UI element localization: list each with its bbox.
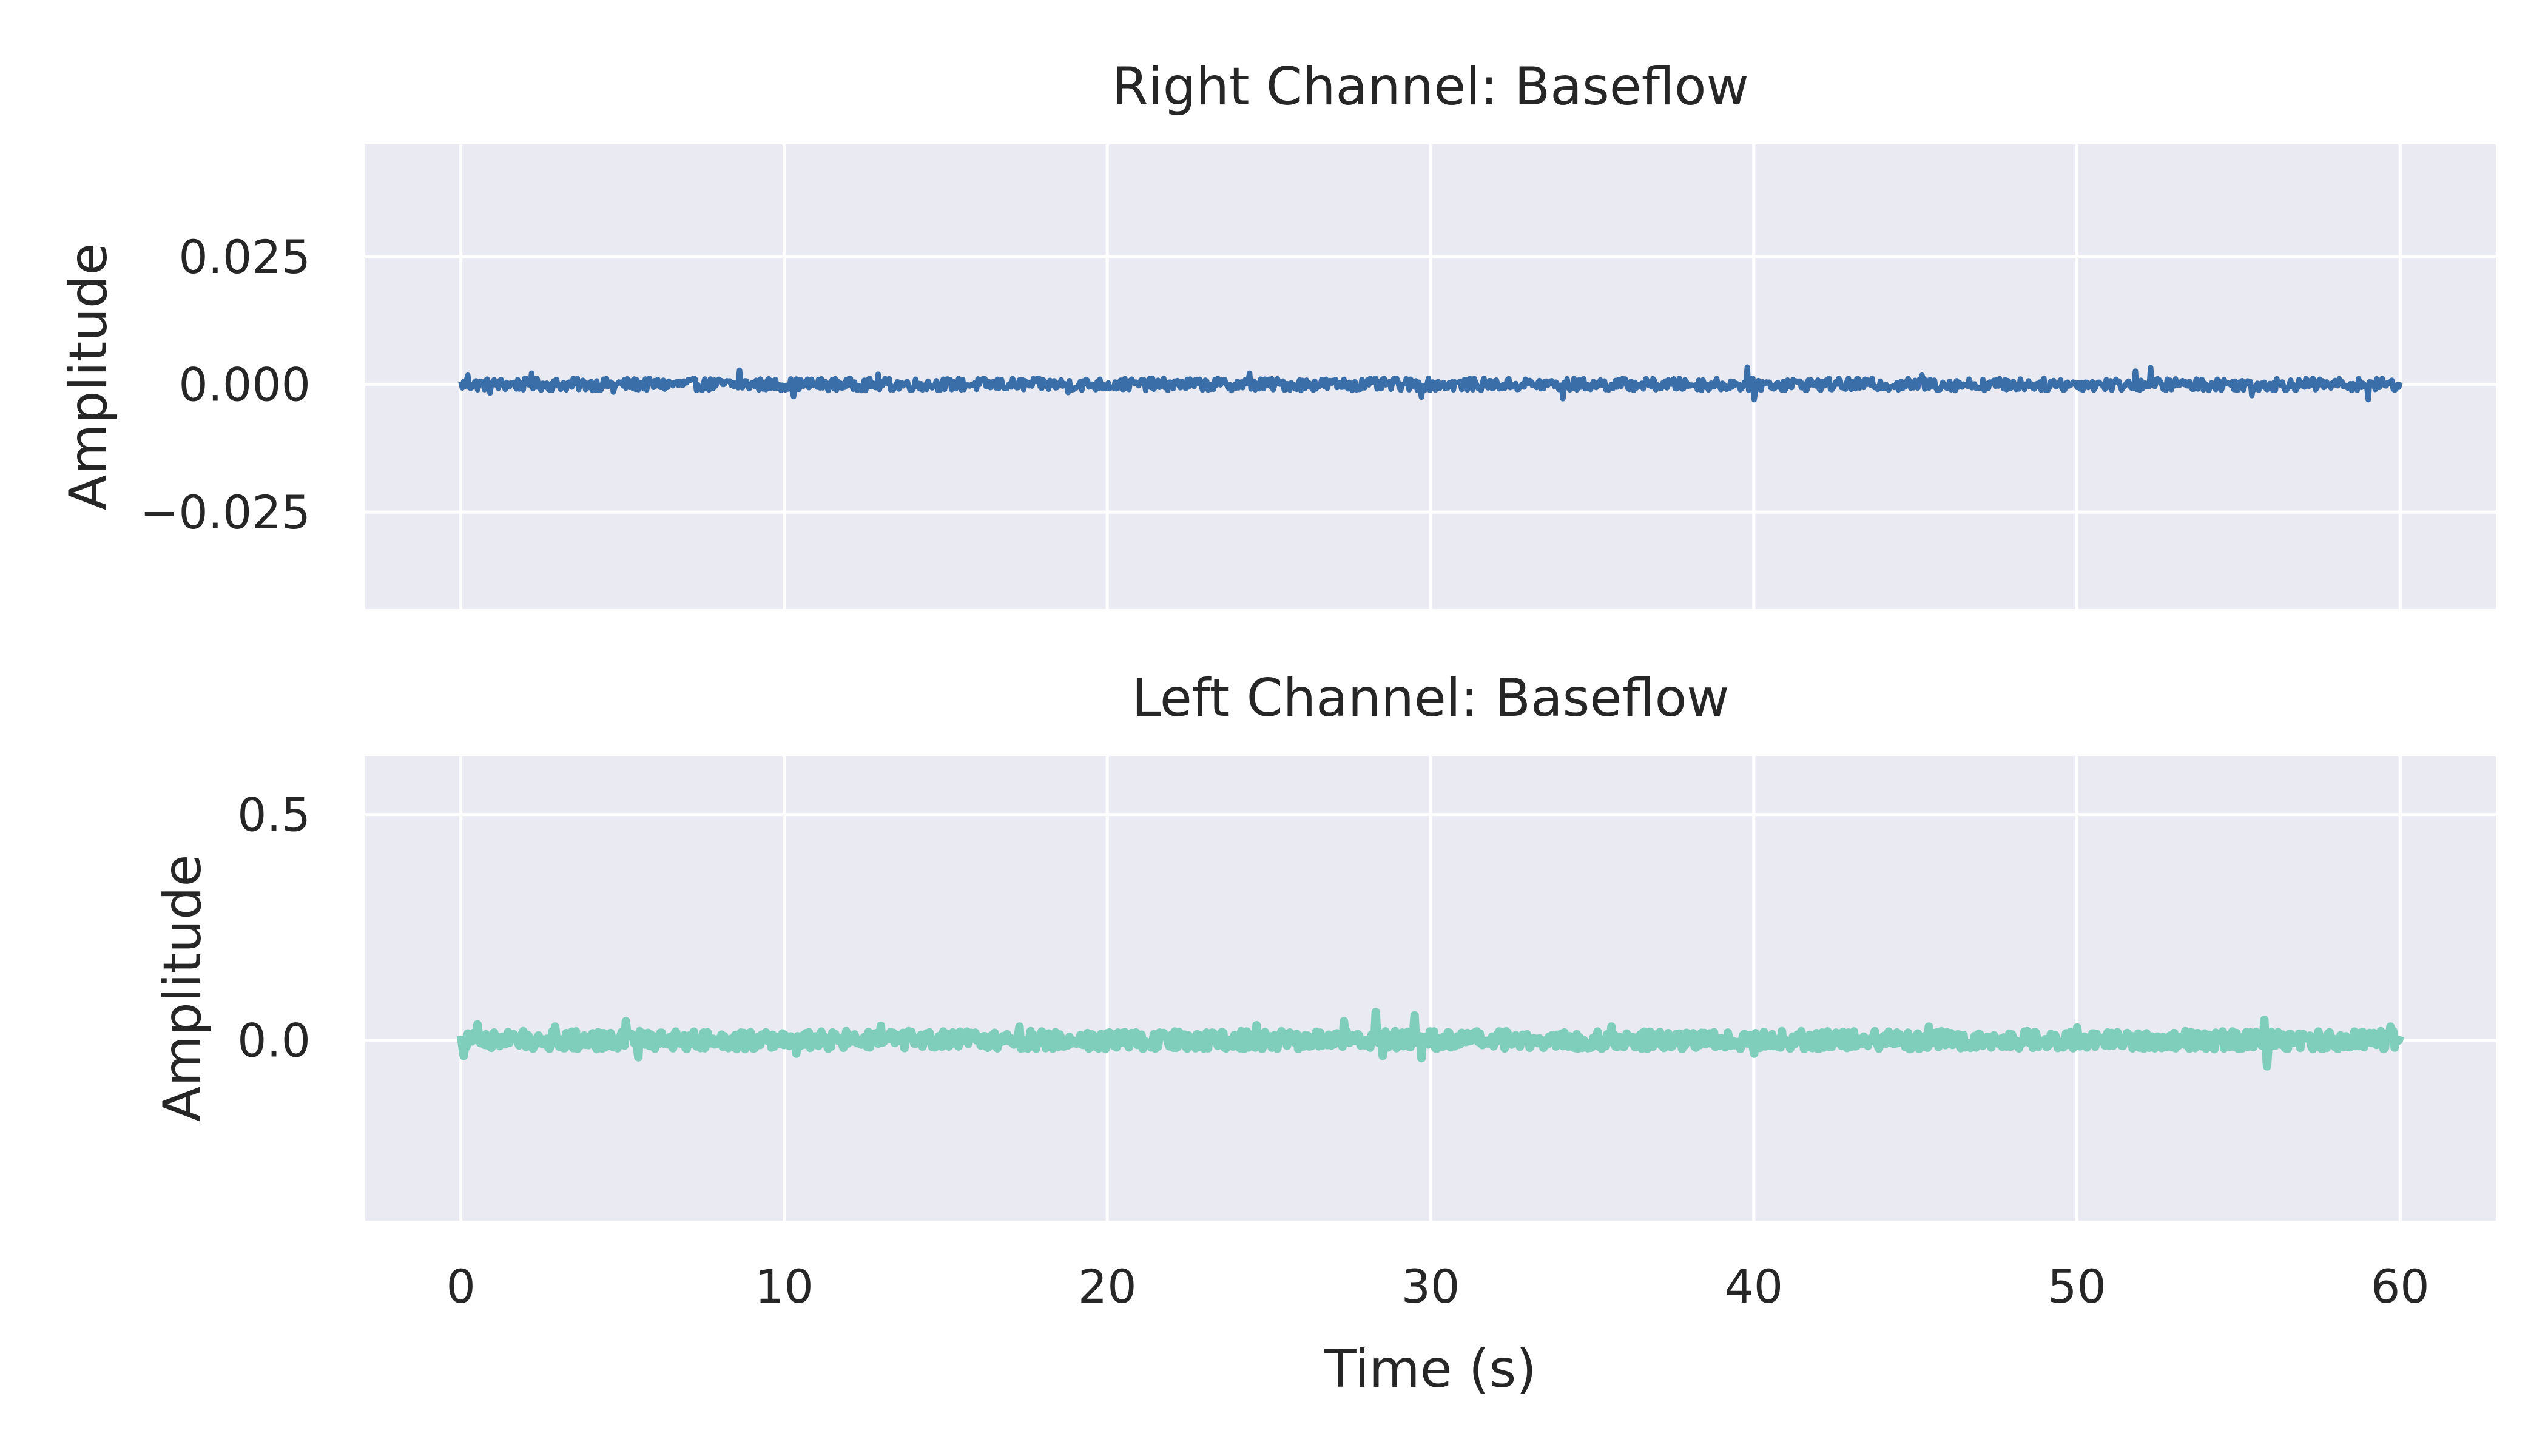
right-channel-signal-line [458,364,2403,403]
left-channel-panel: 0.0 0.5 0 10 20 30 40 50 60 Left Channel: Basef… [152,668,2496,1400]
right-channel-y-tick-label: 0.025 [178,230,311,284]
right-channel-y-ticks: −0.025 0.000 0.025 [140,230,311,539]
left-channel-y-tick-label: 0.5 [237,788,311,842]
x-tick-label: 20 [1078,1259,1137,1313]
x-tick-label: 10 [755,1259,814,1313]
x-tick-label: 50 [2048,1259,2106,1313]
right-channel-panel: −0.025 0.000 0.025 Right Channel: Baseflow… [58,56,2496,609]
x-tick-label: 40 [1724,1259,1783,1313]
right-channel-series [458,364,2403,403]
x-tick-label: 30 [1401,1259,1460,1313]
right-channel-y-axis-label: Amplitude [58,243,119,511]
x-tick-label: 0 [447,1259,476,1313]
left-channel-x-ticks: 0 10 20 30 40 50 60 [447,1259,2430,1313]
left-channel-signal-line [456,1008,2404,1071]
right-channel-y-tick-label: −0.025 [140,485,311,539]
left-channel-y-tick-label: 0.0 [237,1014,311,1068]
x-tick-label: 60 [2371,1259,2430,1313]
left-channel-series [456,1008,2404,1071]
x-axis-label: Time (s) [1324,1339,1537,1400]
right-channel-y-tick-label: 0.000 [178,358,311,412]
left-channel-y-axis-label: Amplitude [152,855,213,1122]
left-channel-title: Left Channel: Baseflow [1131,668,1729,729]
right-channel-title: Right Channel: Baseflow [1112,56,1749,117]
left-channel-y-ticks: 0.0 0.5 [237,788,311,1068]
